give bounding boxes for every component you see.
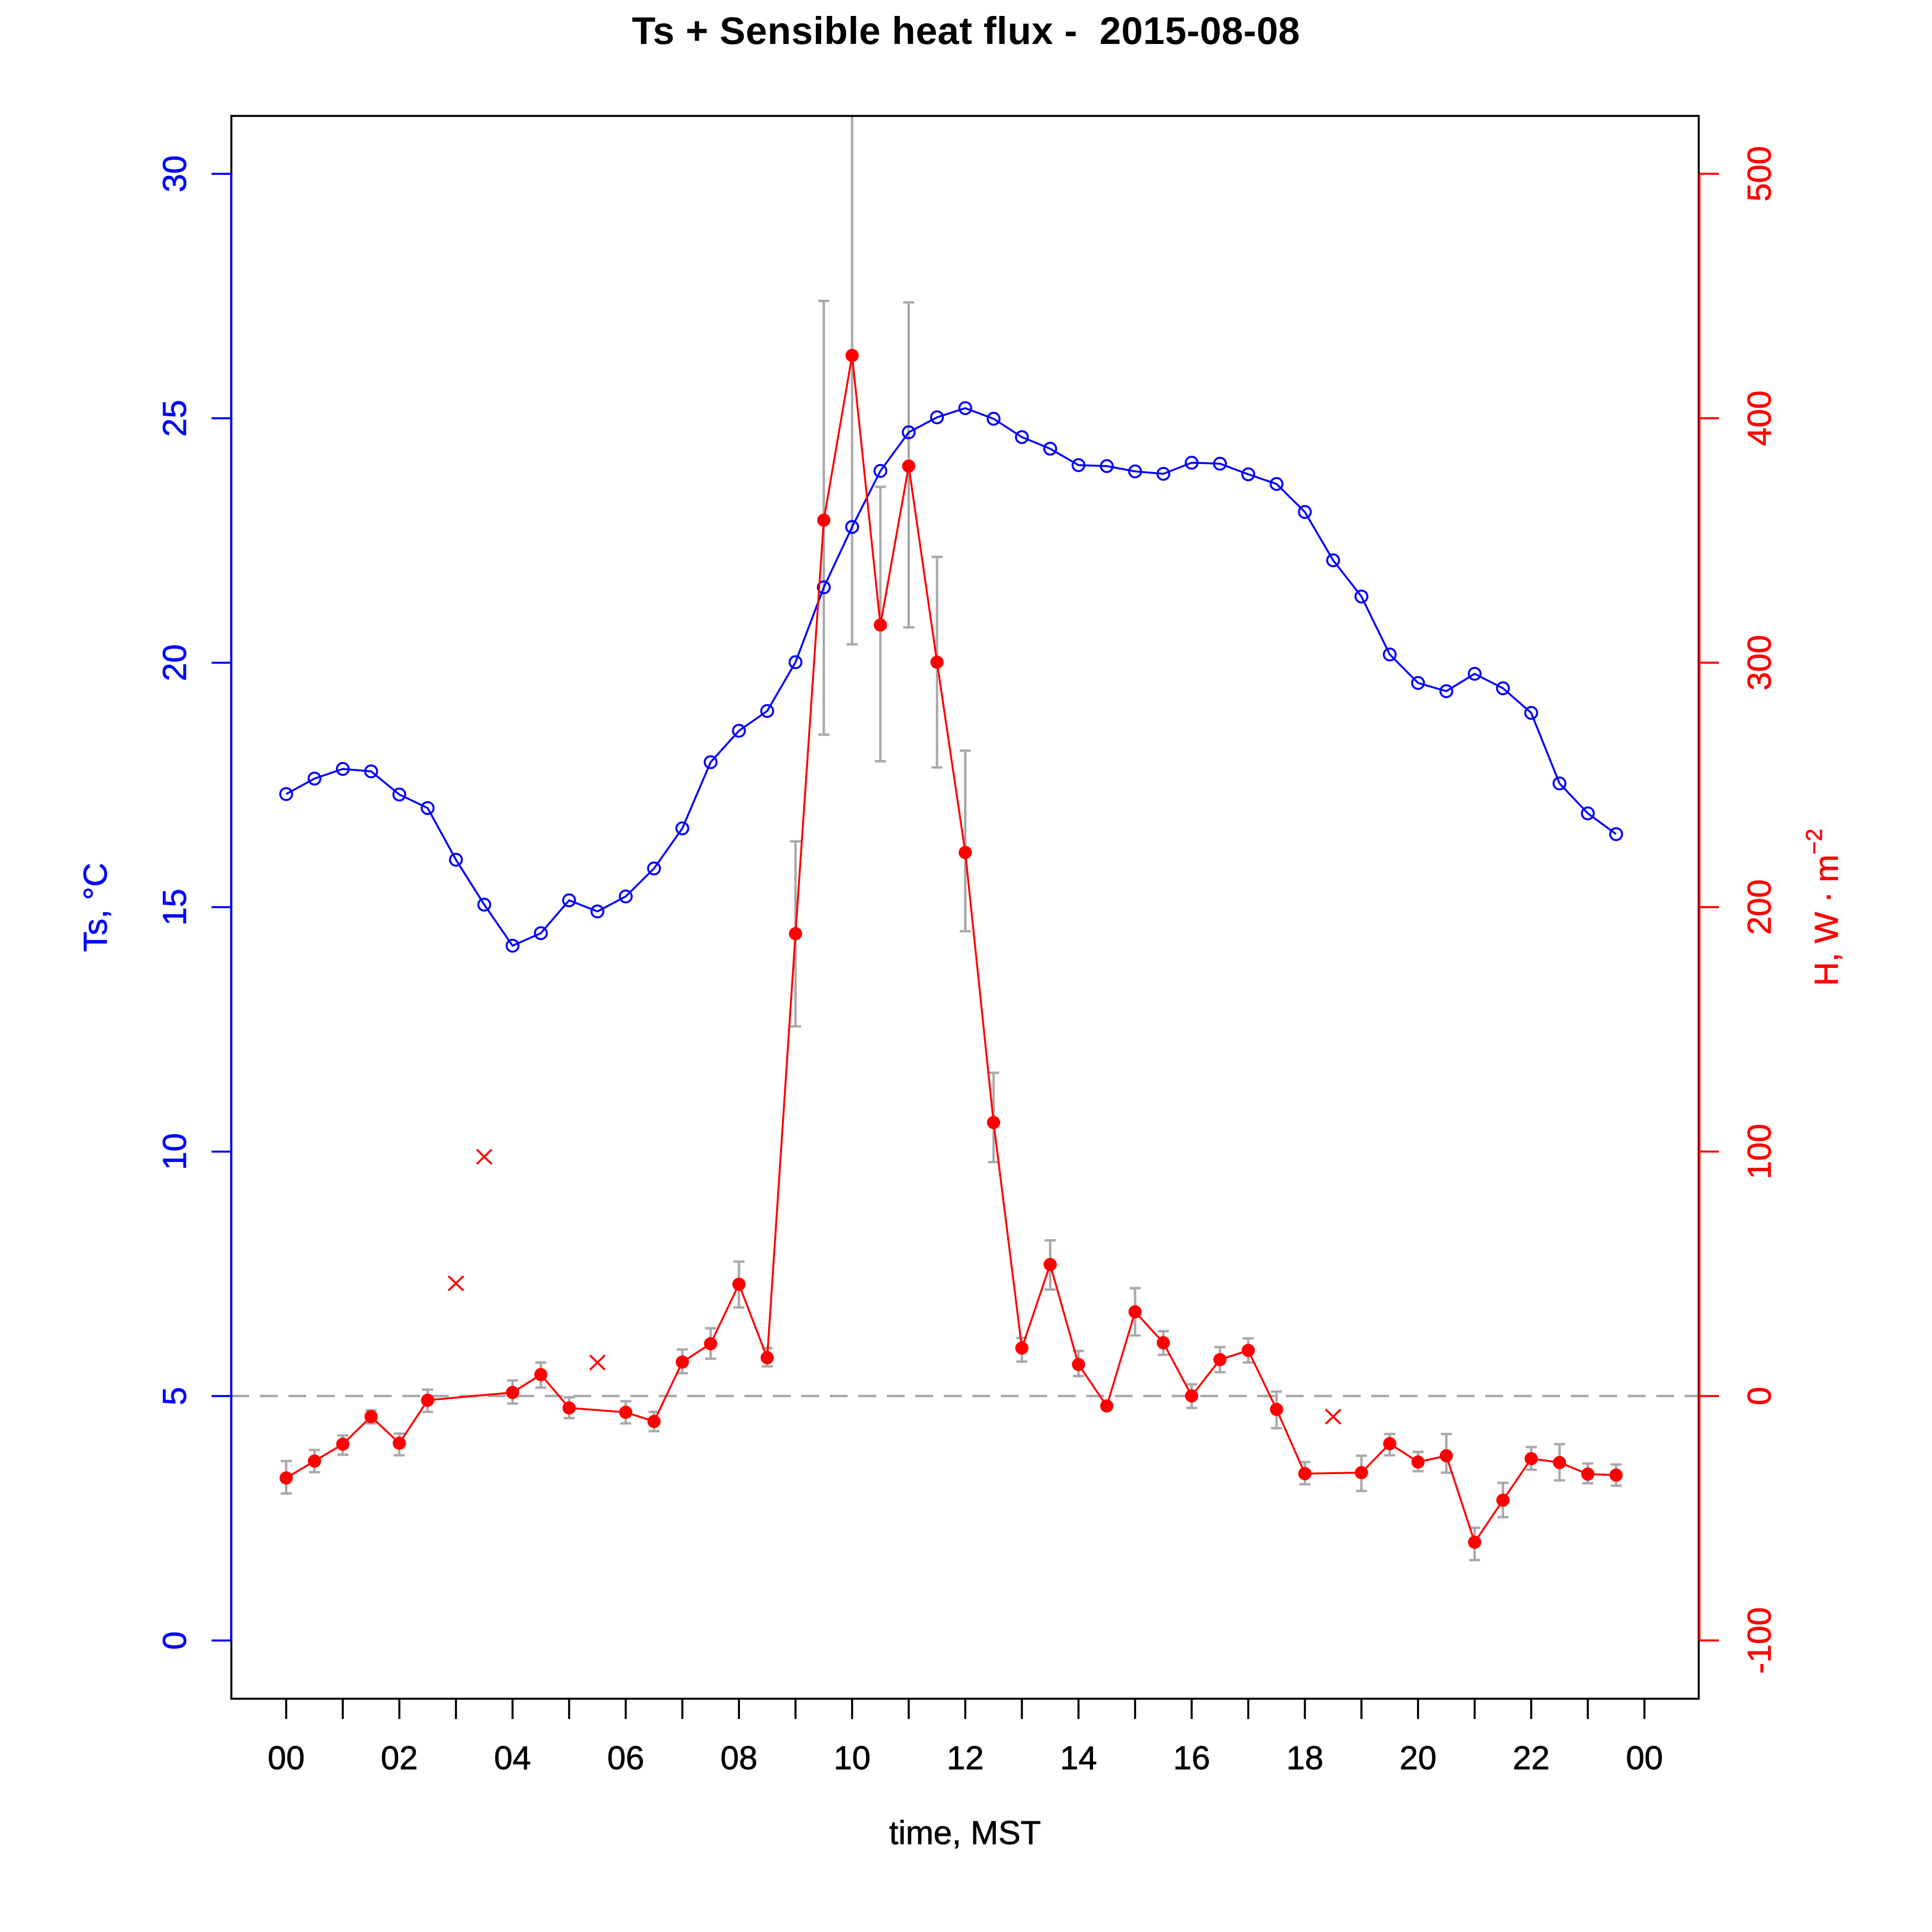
svg-text:00: 00 <box>268 1739 305 1776</box>
svg-text:16: 16 <box>1173 1739 1210 1776</box>
svg-text:00: 00 <box>1626 1739 1663 1776</box>
svg-text:500: 500 <box>1741 146 1778 201</box>
svg-text:0: 0 <box>1741 1387 1778 1405</box>
svg-text:10: 10 <box>156 1133 193 1170</box>
svg-text:08: 08 <box>721 1739 758 1776</box>
svg-text:06: 06 <box>607 1739 644 1776</box>
svg-text:18: 18 <box>1286 1739 1323 1776</box>
svg-text:10: 10 <box>834 1739 871 1776</box>
svg-text:12: 12 <box>947 1739 984 1776</box>
svg-text:14: 14 <box>1060 1739 1097 1776</box>
svg-text:30: 30 <box>156 156 193 193</box>
svg-text:20: 20 <box>156 644 193 682</box>
svg-text:H, W · m−2: H, W · m−2 <box>1801 829 1845 986</box>
svg-text:Ts + Sensible heat flux - 201: Ts + Sensible heat flux - 2015-08-08 <box>632 9 1300 52</box>
svg-text:02: 02 <box>381 1739 418 1776</box>
svg-text:04: 04 <box>494 1739 531 1776</box>
svg-text:Ts, °C: Ts, °C <box>77 863 114 952</box>
svg-text:time, MST: time, MST <box>889 1814 1041 1851</box>
svg-text:100: 100 <box>1741 1124 1778 1179</box>
svg-text:400: 400 <box>1741 390 1778 446</box>
svg-text:22: 22 <box>1513 1739 1550 1776</box>
svg-text:300: 300 <box>1741 635 1778 690</box>
svg-text:15: 15 <box>156 889 193 926</box>
svg-text:20: 20 <box>1400 1739 1437 1776</box>
svg-text:200: 200 <box>1741 880 1778 935</box>
svg-text:25: 25 <box>156 400 193 437</box>
svg-text:-100: -100 <box>1741 1607 1778 1674</box>
svg-text:0: 0 <box>156 1631 193 1649</box>
svg-text:5: 5 <box>156 1387 193 1405</box>
